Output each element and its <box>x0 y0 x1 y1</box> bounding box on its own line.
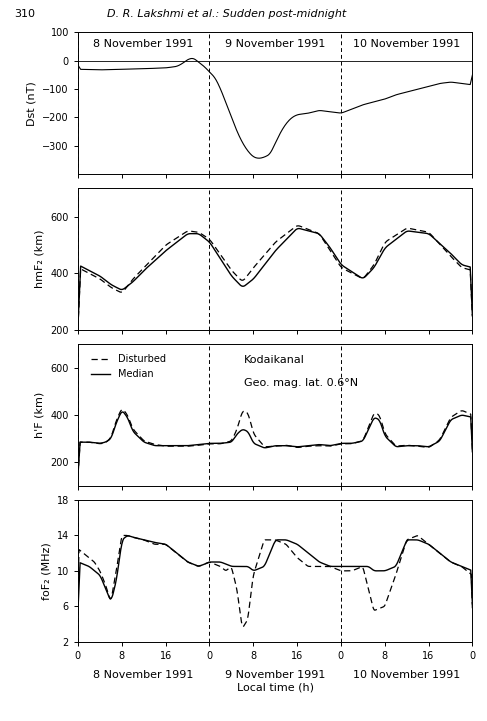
Text: 9 November 1991: 9 November 1991 <box>225 670 325 680</box>
Y-axis label: Dst (nT): Dst (nT) <box>27 81 37 125</box>
Text: Kodaikanal: Kodaikanal <box>244 355 304 366</box>
Y-axis label: foF₂ (MHz): foF₂ (MHz) <box>41 542 51 600</box>
Text: 310: 310 <box>15 9 36 19</box>
Text: Geo. mag. lat. 0.6°N: Geo. mag. lat. 0.6°N <box>244 378 358 388</box>
X-axis label: Local time (h): Local time (h) <box>237 683 314 693</box>
Text: 10 November 1991: 10 November 1991 <box>353 39 460 49</box>
Y-axis label: hmF₂ (km): hmF₂ (km) <box>35 230 45 288</box>
Text: 8 November 1991: 8 November 1991 <box>94 39 194 49</box>
Text: 9 November 1991: 9 November 1991 <box>225 39 325 49</box>
Legend: Disturbed, Median: Disturbed, Median <box>87 350 170 383</box>
Y-axis label: h'F (km): h'F (km) <box>35 392 45 438</box>
Text: 10 November 1991: 10 November 1991 <box>353 670 460 680</box>
Text: D. R. Lakshmi et al.: Sudden post-midnight: D. R. Lakshmi et al.: Sudden post-midnig… <box>107 9 346 19</box>
Text: 8 November 1991: 8 November 1991 <box>94 670 194 680</box>
